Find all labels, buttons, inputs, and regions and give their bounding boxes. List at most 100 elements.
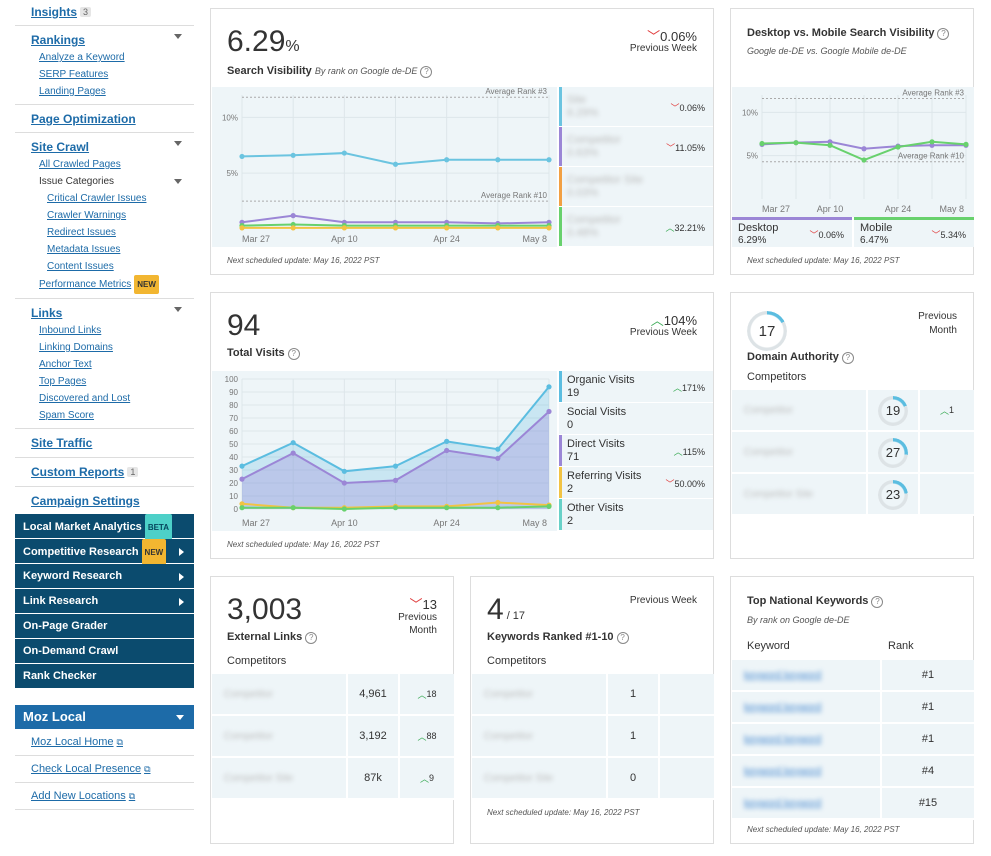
data-point[interactable] [546,384,552,390]
sidebar-link-discovered-lost[interactable]: Discovered and Lost [39,393,131,404]
sidebar-local-market-analytics[interactable]: Local Market Analytics BETA [15,514,194,541]
legend-item[interactable]: Referring Visits 2 ﹀50.00% [559,467,713,499]
data-point[interactable] [495,455,501,461]
data-point[interactable] [546,503,552,509]
data-point[interactable] [392,477,399,483]
data-point[interactable] [239,501,245,507]
keyword-link[interactable]: keyword keyword [744,701,822,713]
data-point[interactable] [239,505,245,511]
data-point[interactable] [444,447,450,454]
chevron-down-icon[interactable] [174,307,182,312]
data-point[interactable] [759,140,765,147]
legend-item[interactable]: Social Visits 0 [559,403,713,435]
data-point[interactable] [290,440,296,446]
data-point[interactable] [290,225,296,231]
data-point[interactable] [239,153,245,160]
sidebar-item-custom-reports[interactable]: Custom Reports [31,465,125,479]
keyword-link[interactable]: keyword keyword [744,733,822,745]
legend-item[interactable]: Site 6.29% ﹀0.06% [559,87,713,127]
sidebar-item-site-traffic[interactable]: Site Traffic [31,436,93,450]
data-point[interactable] [392,463,399,469]
data-point[interactable] [341,468,347,474]
legend-item[interactable]: Competitor 0.63% ﹀11.05% [559,127,713,167]
legend-item[interactable]: Competitor 0.48% ︿32.21% [559,207,713,247]
sidebar-link-spam-score[interactable]: Spam Score [39,410,95,421]
moz-local-home-link[interactable]: Moz Local Home ⧉ [15,729,194,756]
sidebar-item-insights[interactable]: Insights [31,5,78,19]
data-point[interactable] [495,499,501,506]
keyword-link[interactable]: keyword keyword [744,765,822,777]
data-point[interactable] [861,157,867,163]
sidebar-moz-local[interactable]: Moz Local [15,705,194,729]
legend-item[interactable]: Organic Visits 19 ︿171% [559,371,713,403]
data-point[interactable] [444,225,450,231]
chevron-down-icon[interactable] [174,34,182,39]
chevron-down-icon[interactable] [174,141,182,146]
data-point[interactable] [341,150,347,156]
data-point[interactable] [546,408,552,415]
sidebar-link-anchor-text[interactable]: Anchor Text [39,359,92,370]
data-point[interactable] [392,505,399,511]
sidebar-link-crawler-warnings[interactable]: Crawler Warnings [47,210,127,221]
data-point[interactable] [392,161,399,167]
keyword-link[interactable]: keyword keyword [744,669,822,681]
help-icon[interactable]: ? [616,632,629,644]
data-point[interactable] [290,450,296,456]
data-point[interactable] [444,505,450,511]
sidebar-issue-categories[interactable]: Issue Categories [31,173,194,190]
data-point[interactable] [495,225,501,231]
help-icon[interactable]: ? [841,352,854,364]
data-point[interactable] [495,505,501,511]
data-point[interactable] [793,140,799,146]
legend-item[interactable]: Other Visits 2 [559,499,713,531]
sidebar-link-landing-pages[interactable]: Landing Pages [39,86,106,97]
legend-item[interactable]: Direct Visits 71 ︿115% [559,435,713,467]
sidebar-item-links[interactable]: Links [31,306,63,320]
sidebar-link-research[interactable]: Link Research [15,589,194,614]
chevron-down-icon[interactable] [174,179,182,184]
data-point[interactable] [239,225,245,231]
data-point[interactable] [341,225,347,231]
data-point[interactable] [546,225,552,231]
sidebar-link-metadata-issues[interactable]: Metadata Issues [47,244,121,255]
help-icon[interactable]: ? [305,632,318,644]
data-point[interactable] [290,505,296,511]
sidebar-item-site-crawl[interactable]: Site Crawl [31,140,90,154]
sidebar-item-rankings[interactable]: Rankings [31,33,86,47]
help-icon[interactable]: ? [871,596,884,608]
help-icon[interactable]: ? [937,28,950,40]
data-point[interactable] [239,463,245,469]
data-point[interactable] [341,480,347,486]
sidebar-on-page-grader[interactable]: On-Page Grader [15,614,194,639]
sidebar-rank-checker[interactable]: Rank Checker [15,664,194,689]
data-point[interactable] [392,225,399,231]
data-point[interactable] [861,146,867,152]
data-point[interactable] [290,152,296,158]
data-point[interactable] [895,144,901,150]
data-point[interactable] [495,446,501,452]
sidebar-link-linking-domains[interactable]: Linking Domains [39,342,113,353]
add-new-locations-link[interactable]: Add New Locations ⧉ [15,783,194,810]
sidebar-link-critical-crawler-issues[interactable]: Critical Crawler Issues [47,193,147,204]
sidebar-competitive-research[interactable]: Competitive Research NEW [15,539,194,566]
help-icon[interactable]: ? [420,66,433,78]
data-point[interactable] [341,506,347,512]
sidebar-link-analyze-keyword[interactable]: Analyze a Keyword [39,52,125,63]
sidebar-link-serp-features[interactable]: SERP Features [39,69,109,80]
sidebar-link-all-crawled-pages[interactable]: All Crawled Pages [39,159,121,170]
sidebar-link-inbound-links[interactable]: Inbound Links [39,325,102,336]
data-point[interactable] [495,157,501,163]
data-point[interactable] [929,139,935,145]
sidebar-keyword-research[interactable]: Keyword Research [15,564,194,589]
sidebar-link-redirect-issues[interactable]: Redirect Issues [47,227,116,238]
data-point[interactable] [444,157,450,163]
keyword-link[interactable]: keyword keyword [744,797,822,809]
sidebar-link-performance-metrics[interactable]: Performance Metrics NEW [31,275,194,294]
data-point[interactable] [827,142,833,148]
sidebar-item-page-optimization[interactable]: Page Optimization [31,112,136,126]
sidebar-item-campaign-settings[interactable]: Campaign Settings [31,494,140,508]
help-icon[interactable]: ? [287,348,300,360]
sidebar-link-content-issues[interactable]: Content Issues [47,261,114,272]
sidebar-link-top-pages[interactable]: Top Pages [39,376,87,387]
legend-item[interactable]: Competitor Site 0.03% [559,167,713,207]
